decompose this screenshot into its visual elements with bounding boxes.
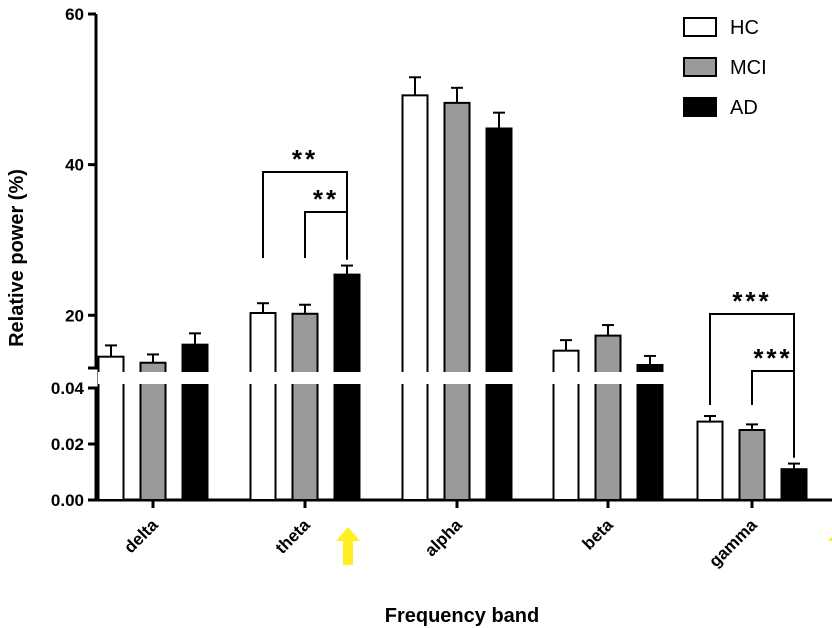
significance-bracket <box>304 211 348 260</box>
y-tick-label-lower: 0.02 <box>51 435 84 454</box>
y-tick-label-upper: 20 <box>65 306 84 325</box>
highlight-arrows <box>336 527 832 565</box>
significance-brackets: ********** <box>262 144 795 458</box>
legend-label-hc: HC <box>730 17 759 39</box>
x-tick-label-alpha: alpha <box>421 515 466 560</box>
bar-ad-beta <box>636 363 664 502</box>
legend-label-ad: AD <box>730 97 758 119</box>
bar-mci-alpha <box>443 101 471 502</box>
y-tick-label-upper: 60 <box>65 5 84 24</box>
x-tick-label-delta: delta <box>120 515 162 557</box>
arrow-up-icon <box>336 527 360 565</box>
legend: HC MCI AD <box>683 17 767 119</box>
bar-ad-alpha <box>485 127 513 501</box>
x-tick-label-theta: theta <box>272 515 315 558</box>
bar-ad-theta <box>333 273 361 501</box>
significance-label: ** <box>292 144 318 174</box>
legend-swatch-hc <box>683 17 717 37</box>
bar-mci-beta <box>594 334 622 501</box>
y-tick-label-lower: 0.00 <box>51 491 84 510</box>
bars <box>97 76 832 502</box>
bar-hc-gamma <box>696 420 724 502</box>
arrow-up-icon <box>828 536 832 541</box>
x-tick-label-gamma: gamma <box>705 515 761 571</box>
bar-hc-theta <box>249 312 277 501</box>
axis-break-gap <box>98 372 832 384</box>
bar-mci-gamma <box>738 429 766 501</box>
significance-label: *** <box>732 286 771 316</box>
bar-ad-delta <box>181 343 209 501</box>
bar-mci-theta <box>291 312 319 501</box>
bar-mci-delta <box>139 361 167 501</box>
bar-hc-alpha <box>401 94 429 501</box>
significance-label: ** <box>313 184 339 214</box>
significance-label: *** <box>753 343 792 373</box>
y-axis-label: Relative power (%) <box>6 169 28 347</box>
legend-swatch-ad <box>683 97 717 117</box>
bar-ad-gamma <box>780 468 808 502</box>
y-tick-label-upper: 40 <box>65 156 84 175</box>
x-tick-label-beta: beta <box>579 515 618 554</box>
y-tick-label-lower: 0.04 <box>51 379 85 398</box>
significance-bracket <box>751 370 795 458</box>
legend-swatch-mci <box>683 57 717 77</box>
legend-label-mci: MCI <box>730 57 767 79</box>
x-axis-label: Frequency band <box>385 605 539 627</box>
